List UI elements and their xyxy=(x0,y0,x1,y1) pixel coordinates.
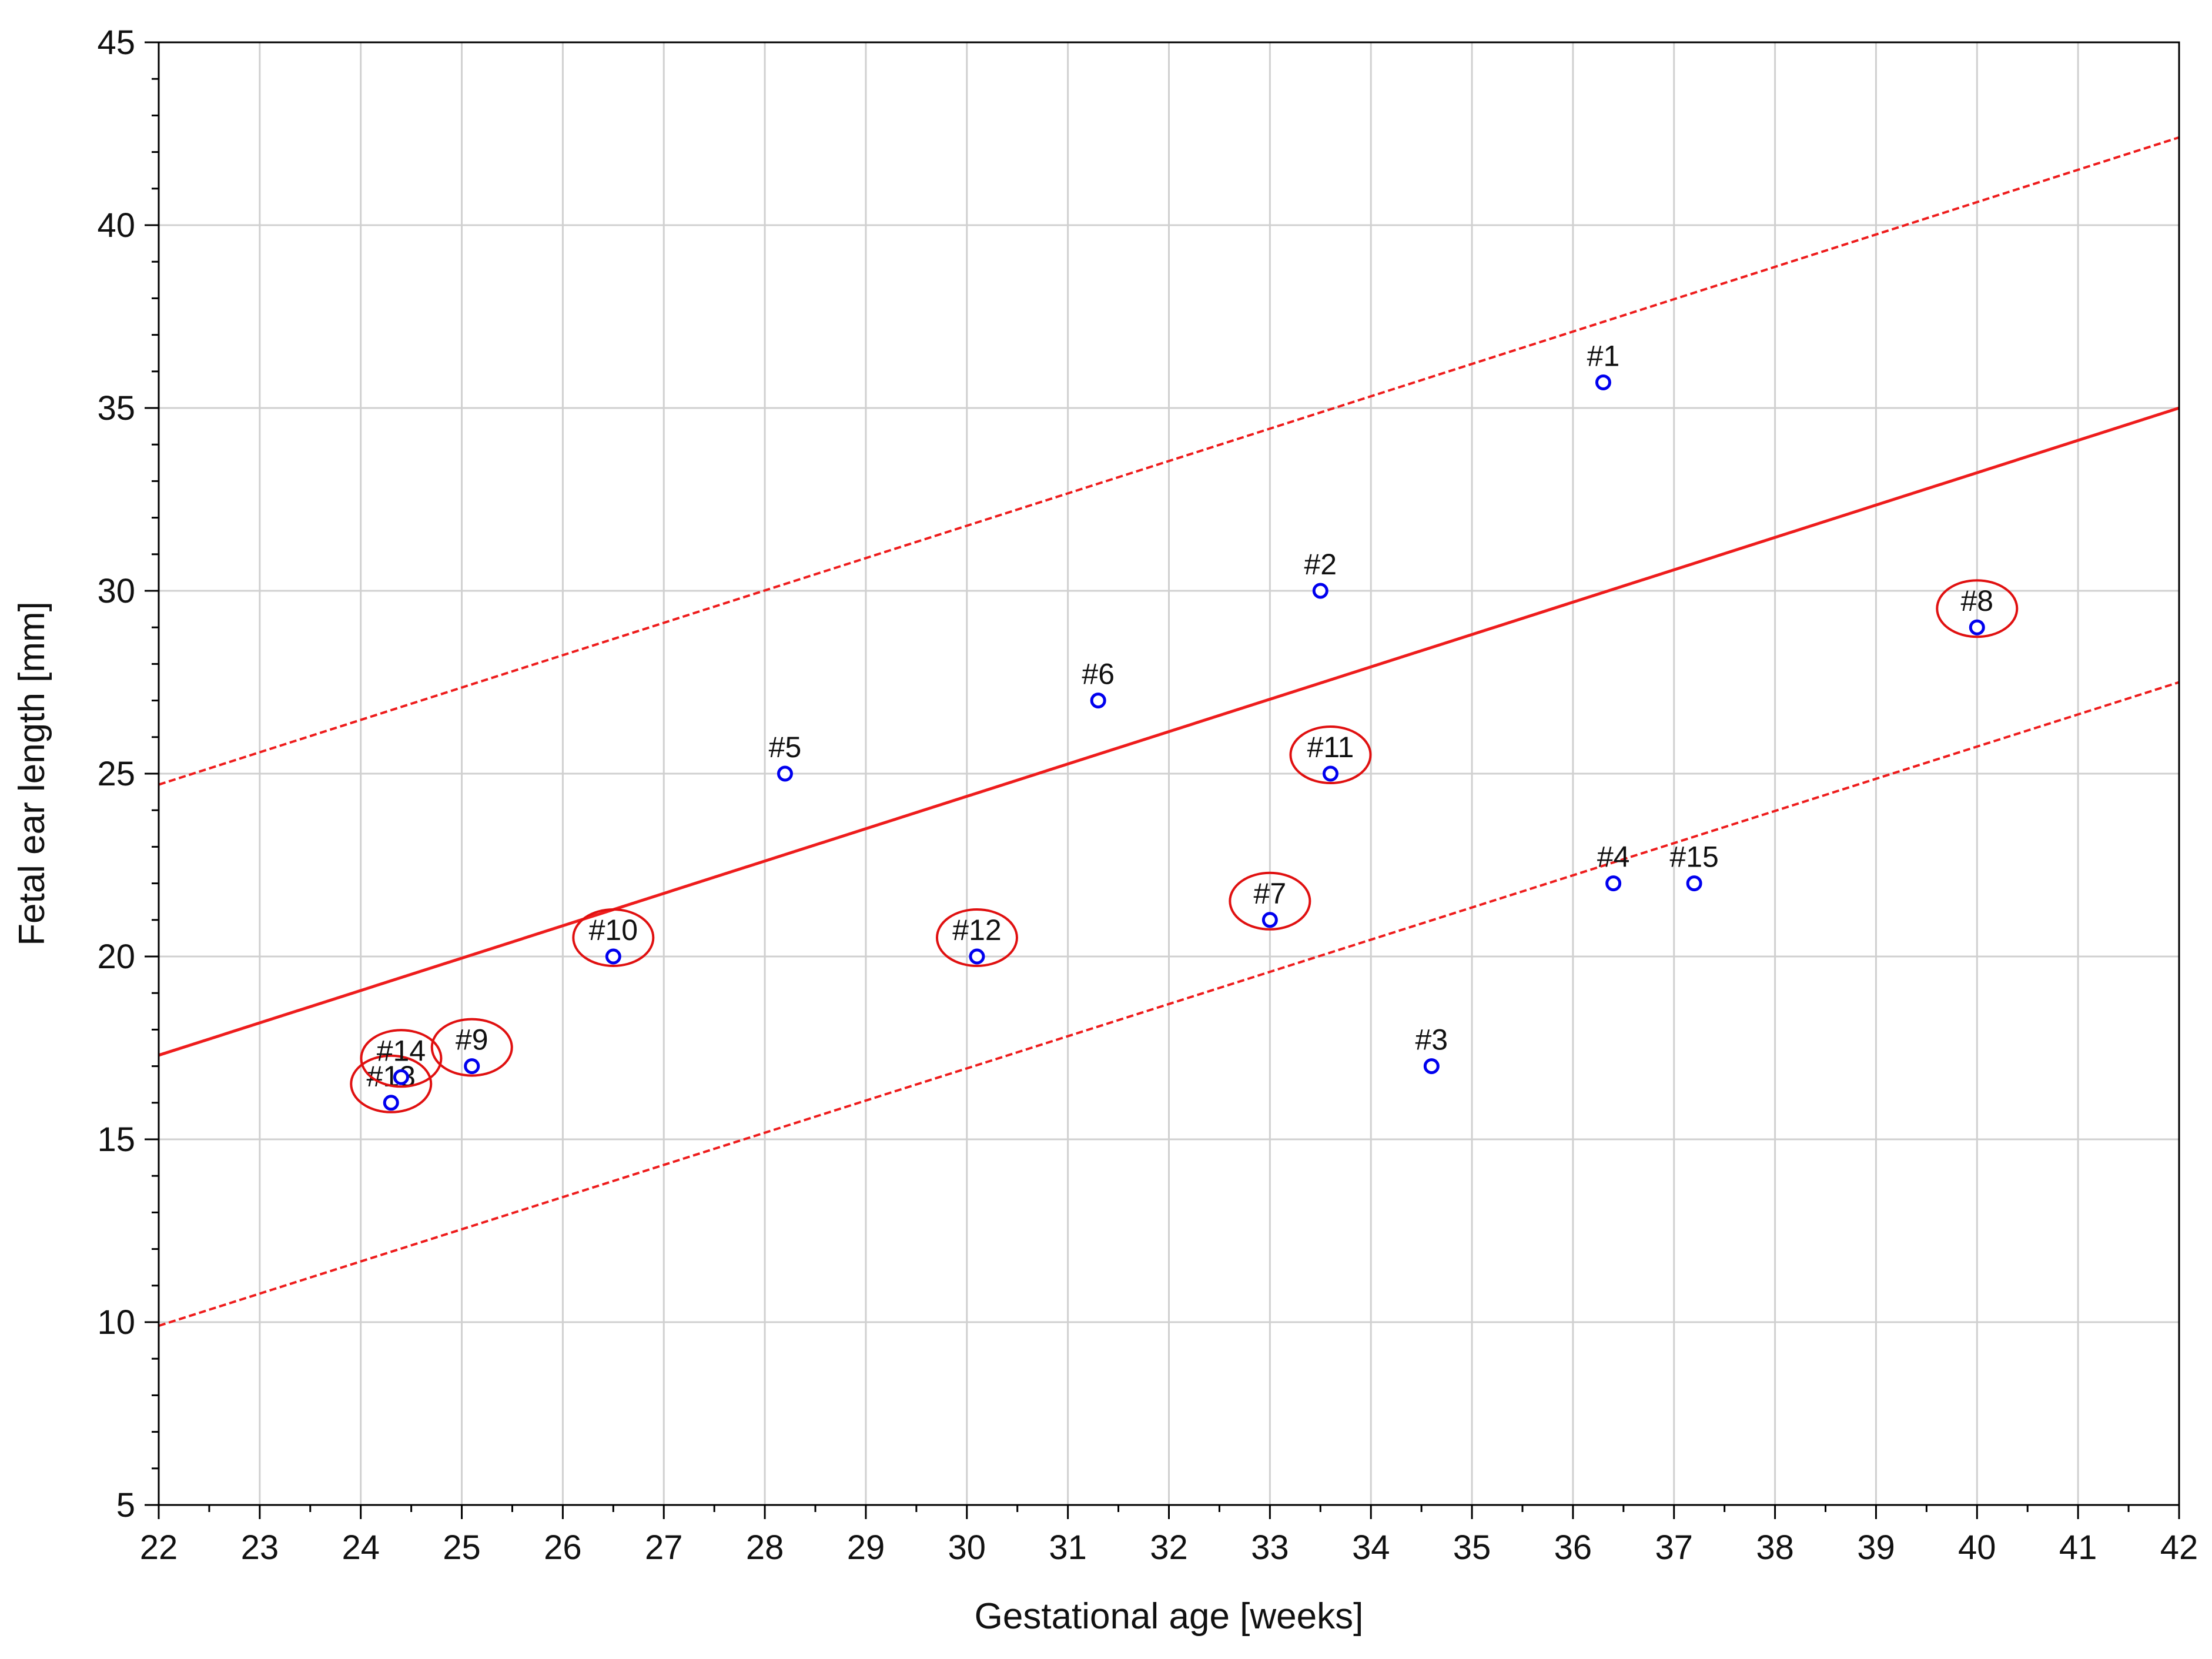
data-point xyxy=(777,765,793,782)
highlight-ellipse xyxy=(1289,725,1372,784)
data-point-label: #5 xyxy=(769,731,802,764)
highlight-ellipse xyxy=(360,1029,443,1088)
data-point-label: #15 xyxy=(1669,841,1718,874)
highlight-ellipse xyxy=(1936,579,2019,638)
data-point-group: #8 xyxy=(1936,579,2019,638)
x-tick-label: 41 xyxy=(2059,1528,2097,1567)
highlight-ellipse xyxy=(1229,871,1311,931)
data-point-label: #1 xyxy=(1587,339,1620,372)
data-point-group: #1 xyxy=(1587,339,1620,390)
data-point-label: #3 xyxy=(1415,1024,1448,1056)
data-point-label: #14 xyxy=(377,1034,426,1067)
regression-lines xyxy=(158,136,2180,1327)
x-tick-label: 38 xyxy=(1756,1528,1794,1567)
x-tick-label: 40 xyxy=(1958,1528,1996,1567)
data-point xyxy=(1090,693,1106,709)
y-tick-label: 20 xyxy=(97,938,135,976)
data-point-group: #15 xyxy=(1669,841,1719,892)
axis-ticks: 22 23 24 25 26 27 28 29 30 31 32 33 34 35 36 37 38 39 40 41… xyxy=(97,24,2198,1567)
y-tick-label: 15 xyxy=(97,1121,135,1159)
x-tick-label: 25 xyxy=(443,1528,481,1567)
highlight-ellipse xyxy=(572,908,655,967)
highlight-ellipse xyxy=(935,908,1018,967)
data-point-label: #6 xyxy=(1082,658,1115,691)
data-point xyxy=(1969,619,1985,635)
y-tick-label: 30 xyxy=(97,572,135,610)
data-point-group: #11 xyxy=(1289,725,1372,784)
y-tick-label: 45 xyxy=(97,24,135,62)
data-point-label: #4 xyxy=(1597,841,1630,874)
data-point-group: #10 xyxy=(572,908,655,967)
x-tick-label: 37 xyxy=(1655,1528,1693,1567)
y-tick-label: 10 xyxy=(97,1303,135,1342)
data-point xyxy=(393,1069,409,1085)
regression-line xyxy=(158,406,2180,1057)
x-tick-label: 29 xyxy=(847,1528,885,1567)
data-point xyxy=(383,1095,399,1111)
y-tick-label: 35 xyxy=(97,389,135,427)
data-point xyxy=(969,948,985,965)
data-point-label: #10 xyxy=(589,914,638,946)
highlight-ellipse xyxy=(430,1018,513,1077)
data-point-group: #14 xyxy=(360,1029,443,1088)
upper-confidence-line xyxy=(158,136,2180,786)
x-axis-title: Gestational age [weeks] xyxy=(975,1596,1364,1637)
data-point-label: #11 xyxy=(1307,731,1354,764)
x-tick-label: 31 xyxy=(1049,1528,1087,1567)
lower-confidence-line xyxy=(158,681,2180,1327)
x-tick-label: 36 xyxy=(1554,1528,1592,1567)
highlight-ellipse xyxy=(350,1054,433,1113)
data-point xyxy=(1686,875,1702,892)
data-point-label: #12 xyxy=(952,914,1001,946)
data-point-label: #2 xyxy=(1304,548,1337,581)
x-tick-label: 23 xyxy=(241,1528,279,1567)
data-point xyxy=(1322,765,1338,782)
data-point xyxy=(1423,1058,1440,1075)
x-tick-label: 30 xyxy=(948,1528,986,1567)
x-tick-label: 35 xyxy=(1453,1528,1491,1567)
y-tick-label: 40 xyxy=(97,206,135,245)
data-point-group: #9 xyxy=(430,1018,513,1077)
x-tick-label: 33 xyxy=(1251,1528,1289,1567)
data-point xyxy=(1312,583,1328,599)
y-axis-title: Fetal ear length [mm] xyxy=(12,601,52,946)
data-point xyxy=(605,948,621,965)
data-point-group: #4 xyxy=(1597,841,1630,892)
data-point-group: #6 xyxy=(1082,658,1115,709)
x-tick-label: 24 xyxy=(342,1528,380,1567)
data-point-group: #12 xyxy=(935,908,1018,967)
x-tick-label: 27 xyxy=(645,1528,683,1567)
x-tick-label: 26 xyxy=(544,1528,582,1567)
data-point-group: #3 xyxy=(1415,1024,1448,1075)
x-tick-label: 42 xyxy=(2160,1528,2198,1567)
y-tick-label: 5 xyxy=(116,1486,135,1524)
data-point xyxy=(1605,875,1622,892)
x-tick-label: 32 xyxy=(1150,1528,1188,1567)
data-point-group: #2 xyxy=(1304,548,1337,599)
data-point-group: #5 xyxy=(769,731,802,782)
x-tick-label: 34 xyxy=(1352,1528,1390,1567)
data-point-label: #7 xyxy=(1254,877,1287,910)
data-point-group: #7 xyxy=(1229,871,1311,931)
data-point xyxy=(464,1058,480,1075)
data-points: #1#2#3#4#5#6#7#8#9#10#11#12#13#14#15 xyxy=(350,339,2019,1113)
x-tick-label: 39 xyxy=(1857,1528,1895,1567)
data-point xyxy=(1595,374,1611,390)
data-point xyxy=(1261,912,1278,928)
x-tick-label: 28 xyxy=(746,1528,784,1567)
data-point-label: #9 xyxy=(456,1024,488,1056)
data-point-label: #8 xyxy=(1960,584,1993,617)
x-tick-label: 22 xyxy=(140,1528,178,1567)
grid xyxy=(159,42,2179,1505)
y-tick-label: 25 xyxy=(97,755,135,793)
